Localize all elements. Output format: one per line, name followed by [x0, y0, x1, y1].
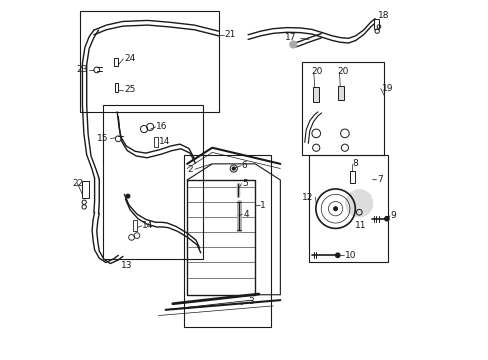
- Bar: [301, 62, 384, 155]
- Text: 23: 23: [77, 66, 88, 75]
- Text: 18: 18: [377, 11, 388, 20]
- Circle shape: [362, 193, 370, 202]
- Bar: [102, 105, 203, 259]
- Text: 21: 21: [224, 30, 235, 39]
- Circle shape: [333, 207, 337, 211]
- Text: 7: 7: [376, 175, 382, 184]
- Circle shape: [384, 217, 388, 221]
- Bar: [80, 12, 219, 112]
- Circle shape: [232, 167, 235, 170]
- Circle shape: [289, 41, 296, 48]
- Bar: [183, 155, 271, 327]
- Text: 16: 16: [156, 122, 167, 131]
- Bar: [312, 87, 319, 102]
- Text: 11: 11: [354, 221, 366, 230]
- Text: 25: 25: [124, 85, 135, 94]
- Bar: [308, 155, 387, 262]
- Text: 9: 9: [390, 211, 396, 220]
- Bar: [154, 137, 158, 147]
- Text: 15: 15: [97, 134, 109, 143]
- Text: 5: 5: [242, 179, 247, 188]
- Text: 13: 13: [121, 261, 132, 270]
- Bar: [114, 58, 117, 66]
- Text: 14: 14: [142, 221, 153, 230]
- Text: 17: 17: [285, 33, 296, 42]
- Text: 19: 19: [381, 84, 392, 93]
- Text: 4: 4: [243, 210, 248, 219]
- Text: 20: 20: [336, 67, 347, 76]
- Circle shape: [126, 194, 129, 198]
- Text: 12: 12: [302, 193, 313, 202]
- Text: 3: 3: [247, 297, 253, 306]
- Text: 6: 6: [241, 161, 247, 170]
- Text: 24: 24: [124, 54, 135, 63]
- Bar: [373, 19, 378, 29]
- Text: 10: 10: [344, 251, 356, 260]
- Text: 8: 8: [352, 159, 358, 168]
- Bar: [115, 83, 118, 92]
- Text: 14: 14: [159, 137, 170, 146]
- Text: 22: 22: [72, 179, 83, 188]
- Bar: [82, 181, 89, 198]
- Bar: [337, 86, 344, 100]
- Bar: [349, 171, 354, 183]
- Text: 20: 20: [310, 67, 322, 76]
- Circle shape: [345, 190, 372, 217]
- Text: 1: 1: [260, 201, 265, 210]
- Circle shape: [335, 253, 339, 257]
- Bar: [133, 220, 137, 231]
- Text: 2: 2: [186, 165, 192, 174]
